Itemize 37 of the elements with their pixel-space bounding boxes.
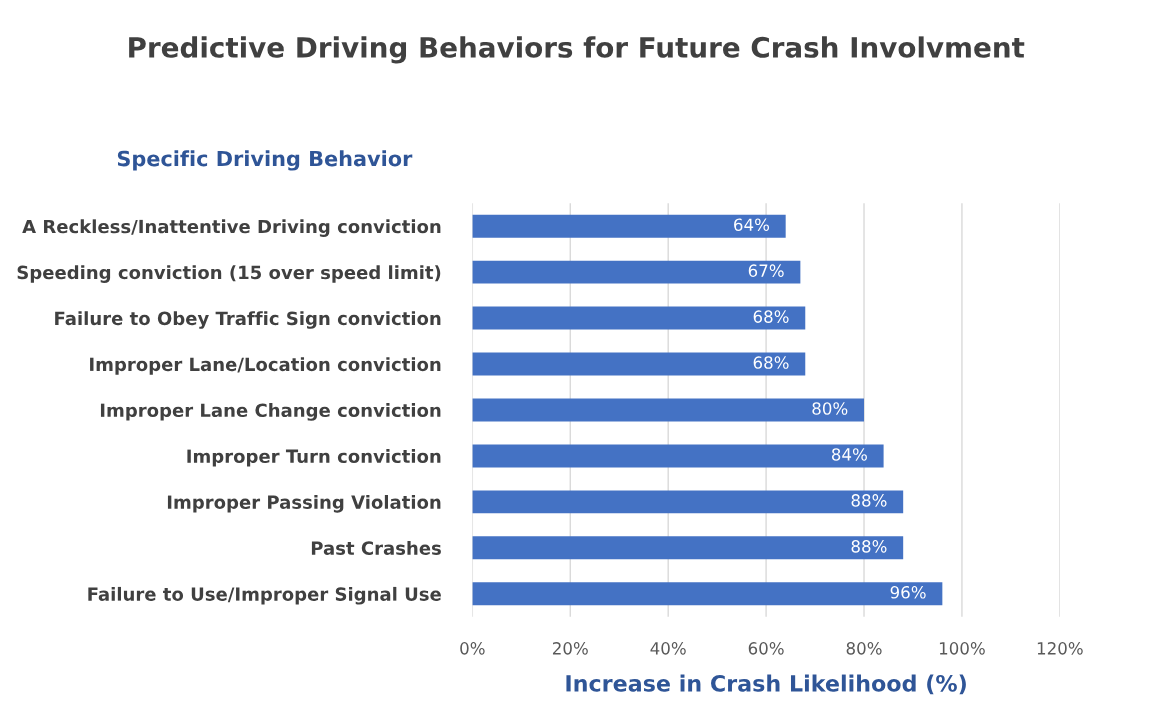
data-label: 88% (851, 540, 887, 553)
y-tick-label: Improper Lane Change conviction (100, 403, 441, 421)
y-tick-label: Improper Lane/Location conviction (90, 357, 441, 375)
y-tick-label: Speeding conviction (15 over speed limit) (17, 265, 441, 283)
x-tick-label: 80% (846, 642, 882, 655)
data-label: 96% (890, 586, 926, 599)
x-tick-label: 120% (1037, 642, 1083, 655)
bar (472, 352, 806, 376)
bar (472, 306, 806, 330)
y-tick-label: Failure to Obey Traffic Sign conviction (55, 311, 441, 329)
bar (472, 260, 801, 284)
data-label: 88% (851, 494, 887, 507)
bar (472, 398, 865, 422)
bar (472, 444, 884, 468)
y-tick-label: A Reckless/Inattentive Driving conviction (22, 219, 441, 237)
data-label: 84% (831, 448, 867, 461)
y-tick-label: Failure to Use/Improper Signal Use (88, 586, 441, 605)
data-label: 68% (753, 310, 789, 323)
x-tick-label: 100% (939, 642, 985, 655)
chart-title: Predictive Driving Behaviors for Future Crash Involvment (129, 36, 1025, 64)
bar (472, 582, 943, 606)
data-label: 64% (734, 218, 770, 232)
x-axis-title: Increase in Crash Likelihood (%) (566, 674, 966, 695)
data-label: 67% (748, 264, 784, 277)
x-tick-label: 0% (460, 642, 485, 655)
x-tick-label: 20% (552, 642, 588, 655)
data-label: 80% (812, 402, 848, 415)
data-label: 68% (753, 356, 789, 369)
y-tick-label: Improper Passing Violation (167, 495, 441, 513)
bar (472, 214, 786, 238)
x-tick-label: 60% (748, 642, 784, 655)
y-axis-title: Specific Driving Behavior (117, 150, 413, 171)
bar (472, 490, 904, 514)
y-tick-label: Past Crashes (311, 540, 441, 555)
y-tick-label: Improper Turn conviction (187, 449, 441, 467)
x-tick-label: 40% (650, 642, 686, 655)
bar (472, 536, 904, 560)
